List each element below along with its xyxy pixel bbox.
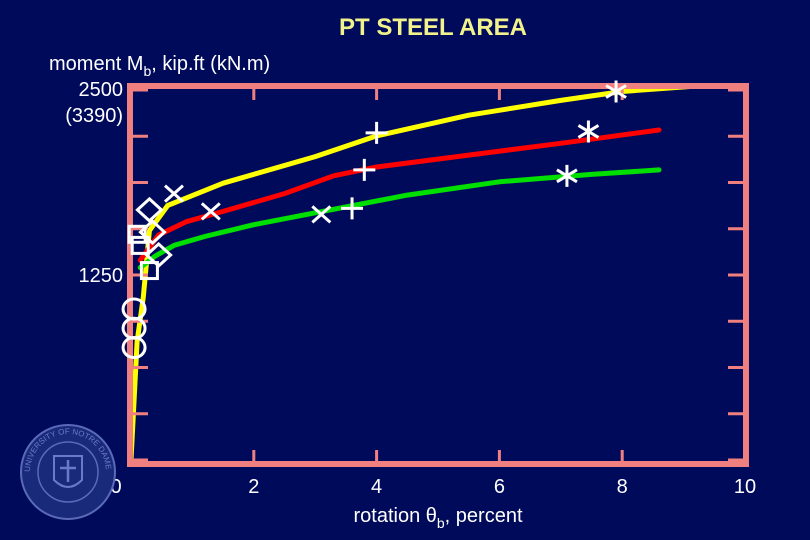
- marker-cross: [311, 205, 332, 224]
- x-tick-label: 8: [617, 476, 628, 498]
- marker-square: [130, 235, 150, 255]
- marker-asterisk: [605, 80, 627, 103]
- x-tick-label: 6: [494, 476, 505, 498]
- series-line-2: [137, 127, 662, 263]
- marker-diamond: [144, 241, 173, 269]
- x-tick-label: 2: [248, 476, 259, 498]
- x-tick-label: 4: [371, 476, 382, 498]
- y-tick-label: 1250: [79, 265, 124, 287]
- marker-circle: [121, 336, 147, 360]
- marker-plus: [365, 121, 388, 144]
- marker-diamond: [135, 196, 164, 223]
- marker-asterisk: [577, 120, 600, 143]
- x-tick-label: 0: [110, 476, 121, 498]
- chart-title: PT STEEL AREA: [339, 14, 527, 41]
- plot-series: [128, 83, 705, 463]
- x-axis-label-subscript: b: [437, 515, 445, 531]
- x-axis-label: rotation θb, percent: [353, 505, 522, 531]
- marker-square: [127, 224, 147, 244]
- x-tick-label: 10: [734, 476, 756, 498]
- y-axis-label: moment Mb, kip.ft (kN.m): [49, 53, 270, 79]
- marker-plus: [353, 158, 376, 181]
- x-axis-label-main: rotation θ: [353, 505, 436, 527]
- x-axis-label-rest: , percent: [445, 505, 523, 527]
- y-tick-label: (3390): [65, 105, 123, 127]
- y-axis-label-rest: , kip.ft (kN.m): [151, 53, 270, 75]
- marker-square: [139, 261, 159, 281]
- y-tick-label: 2500: [79, 79, 124, 101]
- marker-diamond: [138, 219, 167, 246]
- series-line-1: [128, 83, 705, 463]
- y-axis-label-subscript: b: [143, 63, 151, 79]
- x-tick-labels: 0 2 4 6 8 10: [110, 476, 756, 498]
- university-seal-icon: UNIVERSITY OF NOTRE DAME: [20, 424, 116, 520]
- marker-asterisk: [556, 164, 578, 187]
- marker-cross: [200, 202, 221, 221]
- marker-cross: [163, 184, 184, 203]
- y-tick-labels: 2500 (3390) 1250: [65, 79, 123, 287]
- data-markers: [121, 80, 627, 360]
- y-axis-label-main: moment M: [49, 53, 143, 75]
- plot-frame: [127, 83, 749, 467]
- marker-plus: [341, 197, 364, 220]
- axis-ticks: [129, 86, 747, 464]
- series-line-3: [137, 167, 662, 271]
